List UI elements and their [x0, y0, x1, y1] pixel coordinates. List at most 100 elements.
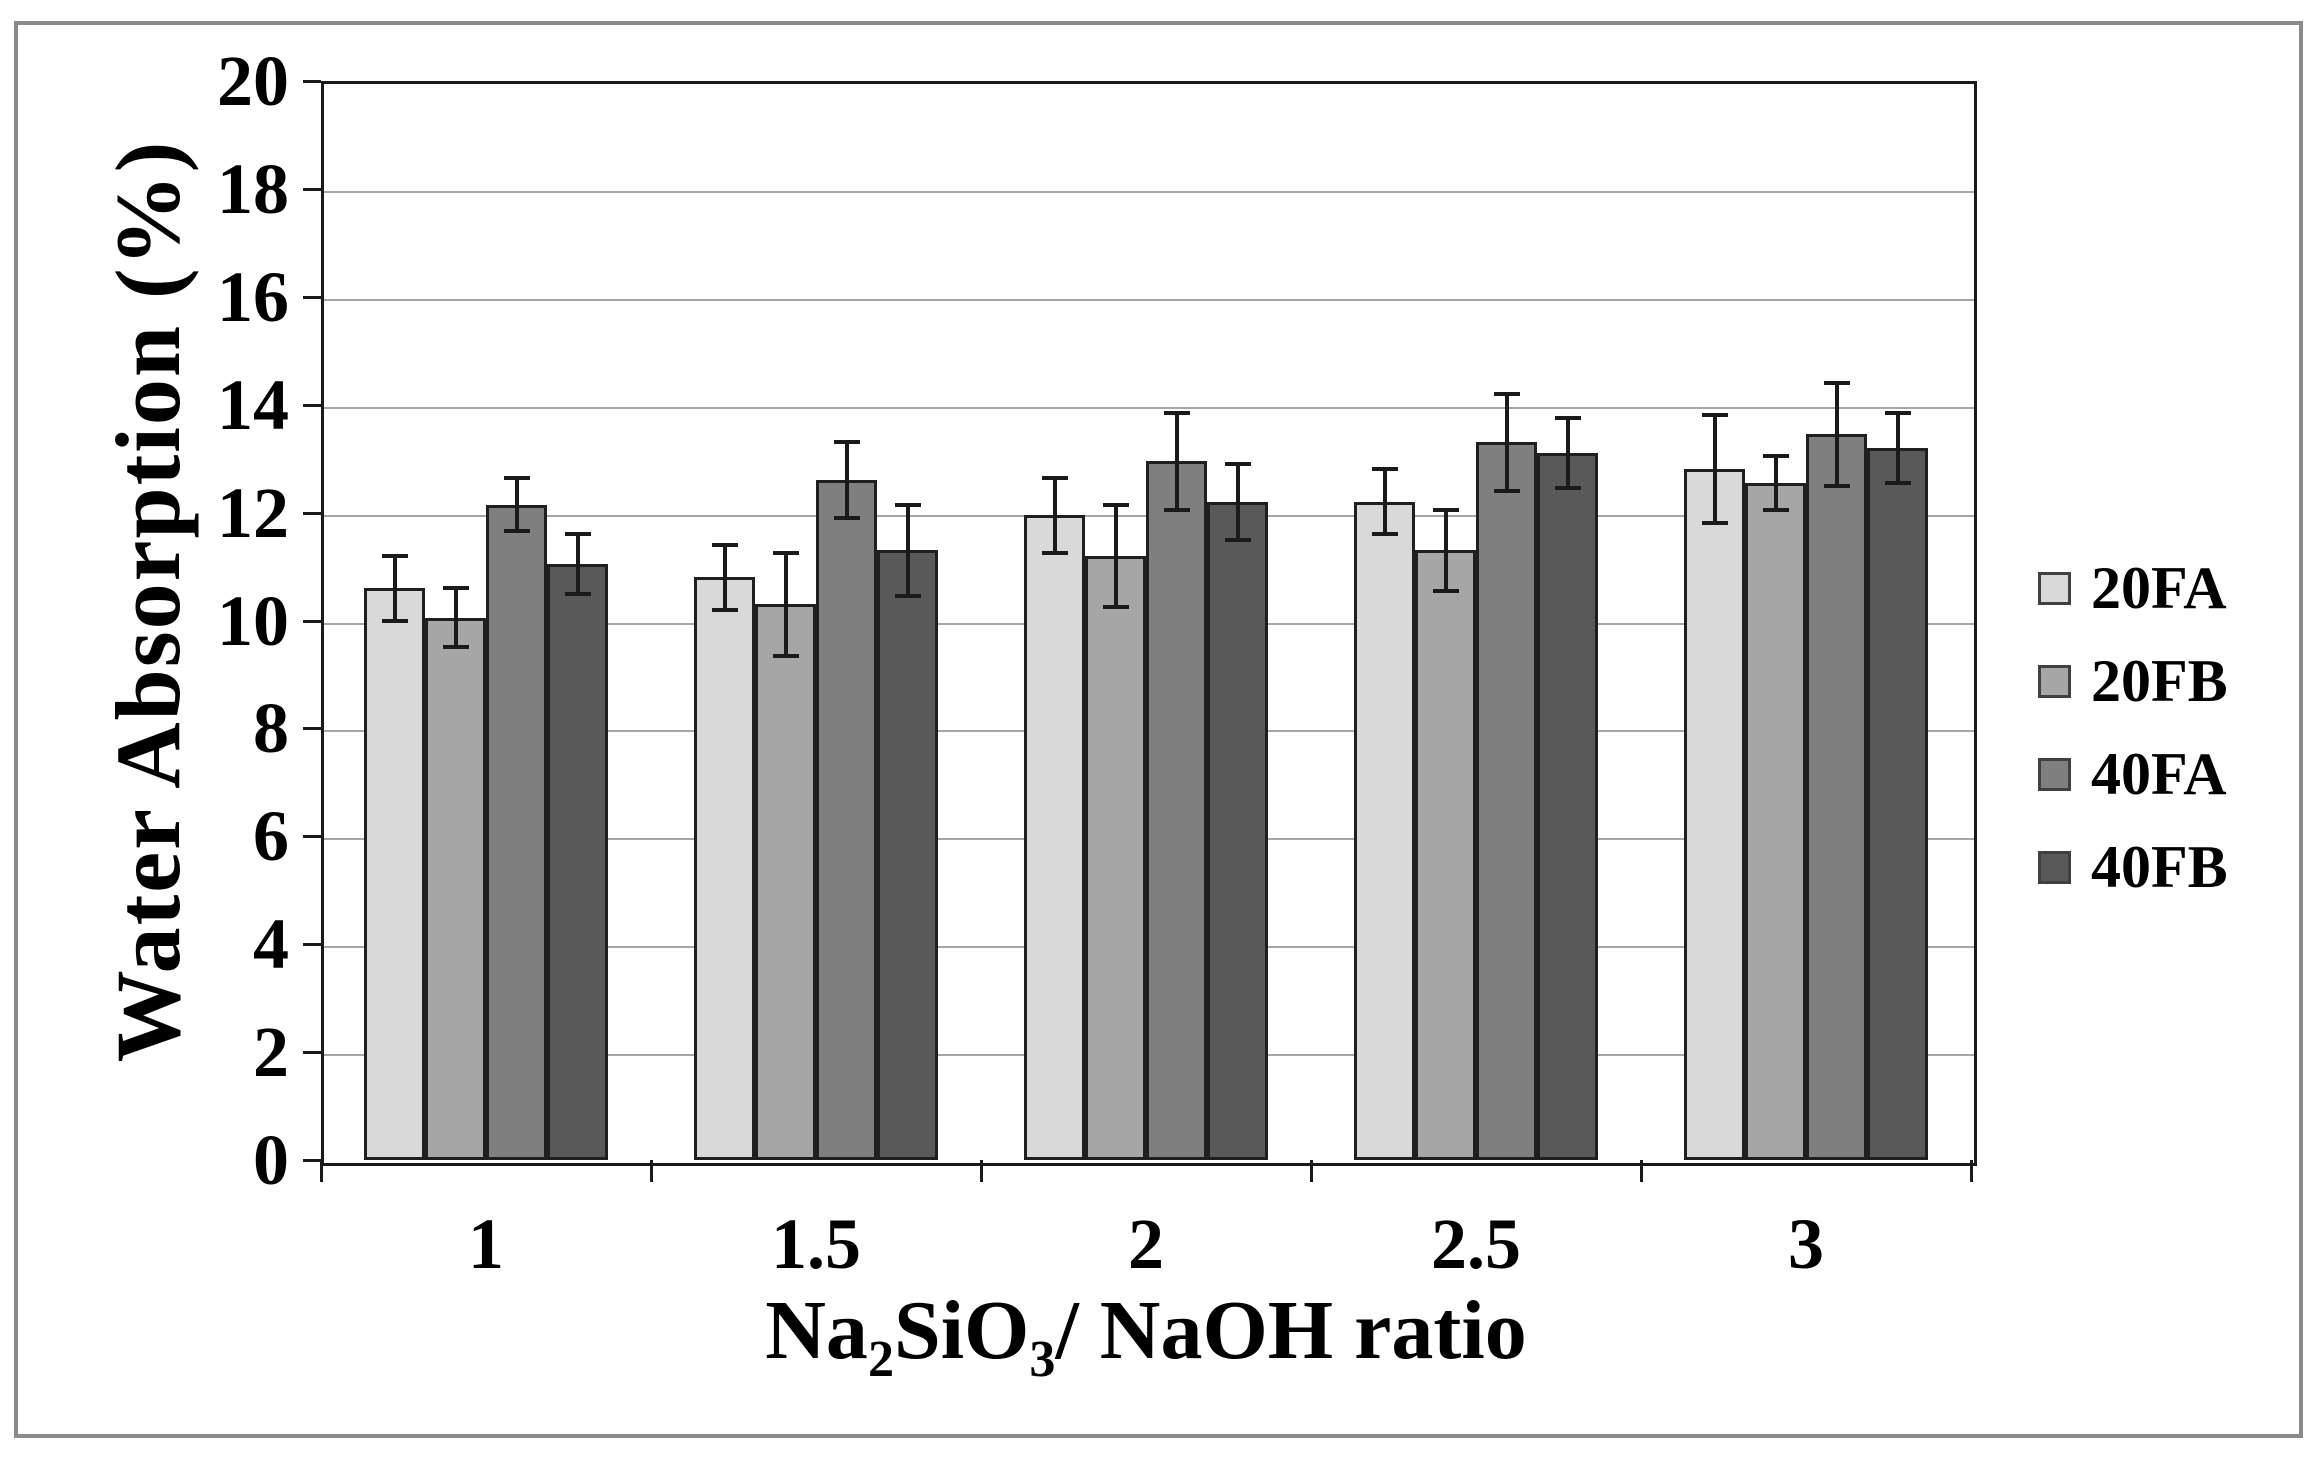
error-bar-stem — [453, 588, 458, 648]
error-bar-stem — [844, 442, 849, 518]
y-tick-label: 14 — [217, 364, 289, 445]
bar-40FA — [1806, 434, 1867, 1160]
bar-20FB — [1415, 550, 1476, 1160]
bar-20FB — [425, 617, 486, 1160]
y-tick-label: 20 — [217, 41, 289, 121]
error-bar-cap — [1224, 462, 1251, 467]
legend-swatch-40FA — [2038, 757, 2071, 791]
bar-40FB — [1207, 501, 1268, 1160]
error-bar-cap — [442, 645, 469, 650]
error-bar-cap — [1701, 413, 1728, 418]
x-tick-mark — [980, 1160, 983, 1182]
bar-40FA — [816, 480, 877, 1160]
y-tick-mark — [303, 727, 321, 731]
y-tick-mark — [303, 835, 321, 839]
bar-20FB — [1745, 482, 1806, 1160]
error-bar-cap — [711, 607, 738, 612]
y-tick-mark — [303, 511, 321, 515]
error-bar-stem — [722, 544, 727, 610]
error-bar-cap — [381, 618, 408, 623]
y-tick-mark — [303, 80, 321, 83]
error-bar-cap — [833, 515, 860, 520]
error-bar-stem — [905, 504, 910, 597]
x-tick-mark — [1310, 1160, 1313, 1182]
y-tick-mark — [303, 943, 321, 947]
legend-item-20FB: 20FB — [2038, 649, 2228, 713]
error-bar-cap — [442, 586, 469, 591]
legend: 20FA 20FB 40FA 40FB — [2038, 556, 2228, 928]
error-bar-cap — [1762, 507, 1789, 512]
x-tick-mark — [650, 1160, 653, 1182]
x-axis-title-part: 3 — [1029, 1330, 1056, 1388]
error-bar-stem — [1113, 504, 1118, 607]
y-tick-mark — [303, 1159, 321, 1162]
error-bar-cap — [503, 529, 530, 534]
error-bar-cap — [833, 440, 860, 445]
bar-40FA — [486, 504, 547, 1160]
x-tick-mark — [1640, 1160, 1643, 1182]
error-bar-cap — [1041, 475, 1068, 480]
x-axis-title-part: SiO — [893, 1284, 1030, 1377]
error-bar-cap — [564, 532, 591, 537]
error-bar-stem — [1773, 455, 1778, 510]
y-tick-mark — [303, 187, 321, 191]
error-bar-stem — [1443, 509, 1448, 591]
legend-swatch-20FB — [2038, 664, 2071, 698]
error-bar-cap — [1371, 467, 1398, 472]
y-tick-label: 0 — [253, 1120, 289, 1200]
error-bar-cap — [1432, 507, 1459, 512]
error-bar-stem — [783, 553, 788, 656]
x-tick-label: 2 — [1128, 1204, 1164, 1284]
x-axis-title: Na2SiO3/ NaOH ratio — [321, 1282, 1971, 1385]
error-bar-cap — [772, 653, 799, 658]
x-tick-label: 1.5 — [771, 1204, 861, 1284]
error-bar-stem — [1235, 464, 1240, 540]
error-bar-cap — [1554, 416, 1581, 421]
error-bar-stem — [1712, 415, 1717, 524]
error-bar-cap — [1823, 381, 1850, 386]
y-tick-label: 4 — [253, 904, 289, 985]
error-bar-cap — [711, 542, 738, 547]
legend-label: 20FB — [2091, 648, 2228, 714]
error-bar-cap — [564, 591, 591, 596]
error-bar-cap — [772, 551, 799, 556]
x-axis-title-part: 2 — [867, 1330, 894, 1388]
error-bar-stem — [1052, 477, 1057, 554]
error-bar-cap — [1554, 486, 1581, 491]
error-bar-cap — [1701, 521, 1728, 526]
legend-label: 40FA — [2091, 741, 2227, 807]
x-tick-label: 2.5 — [1431, 1204, 1521, 1284]
error-bar-cap — [1762, 453, 1789, 458]
legend-swatch-20FA — [2038, 571, 2071, 605]
bar-40FB — [547, 563, 608, 1160]
error-bar-cap — [1102, 502, 1129, 507]
bar-40FB — [877, 550, 938, 1160]
error-bar-cap — [1493, 391, 1520, 396]
y-tick-mark — [303, 295, 321, 299]
error-bar-cap — [1432, 588, 1459, 593]
bar-40FA — [1476, 442, 1537, 1160]
x-tick-label: 3 — [1788, 1204, 1824, 1284]
x-axis-title-part: / NaOH ratio — [1055, 1284, 1527, 1377]
legend-label: 20FA — [2091, 555, 2227, 621]
y-tick-mark — [303, 1051, 321, 1055]
bar-40FB — [1867, 447, 1928, 1160]
x-tick-mark — [1970, 1160, 1973, 1182]
error-bar-stem — [575, 534, 580, 594]
error-bar-cap — [1224, 537, 1251, 542]
bar-20FA — [364, 588, 425, 1160]
error-bar-cap — [1884, 480, 1911, 485]
gridline — [324, 298, 1974, 301]
x-axis-title-part: Na — [765, 1284, 868, 1377]
error-bar-cap — [1823, 483, 1850, 488]
error-bar-stem — [1895, 412, 1900, 483]
y-tick-label: 16 — [217, 256, 289, 337]
error-bar-stem — [1504, 393, 1509, 492]
error-bar-cap — [1102, 605, 1129, 609]
error-bar-cap — [381, 553, 408, 558]
error-bar-stem — [1565, 418, 1570, 489]
y-tick-label: 10 — [217, 580, 289, 661]
bar-20FA — [1684, 469, 1745, 1160]
bar-40FA — [1146, 461, 1207, 1160]
